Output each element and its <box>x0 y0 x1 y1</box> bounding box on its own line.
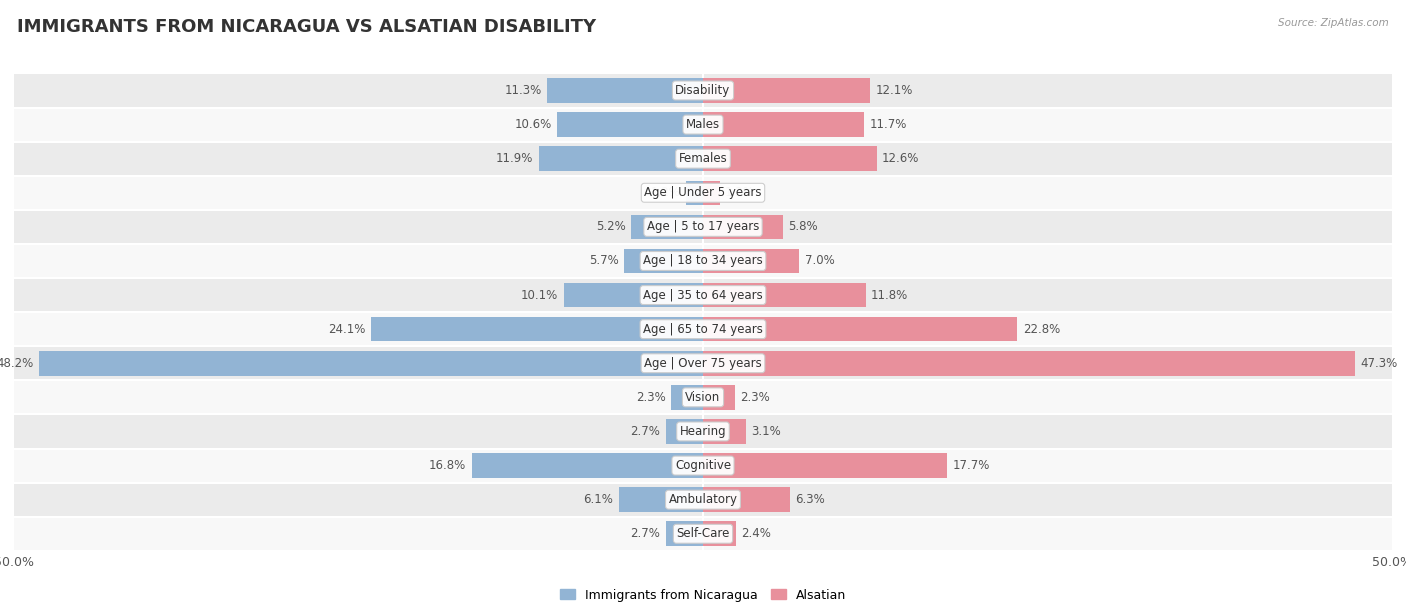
Bar <box>14 244 1392 278</box>
Text: Age | 5 to 17 years: Age | 5 to 17 years <box>647 220 759 233</box>
Text: 3.1%: 3.1% <box>751 425 780 438</box>
Bar <box>14 517 1392 551</box>
Bar <box>471 453 703 478</box>
Text: Ambulatory: Ambulatory <box>668 493 738 506</box>
Text: 1.2%: 1.2% <box>725 186 755 200</box>
Text: 7.0%: 7.0% <box>806 255 835 267</box>
Bar <box>666 521 703 546</box>
Bar <box>14 73 1392 108</box>
Bar <box>14 278 1392 312</box>
Text: 2.3%: 2.3% <box>740 391 770 404</box>
Bar <box>703 146 876 171</box>
Bar <box>703 78 870 103</box>
Text: Cognitive: Cognitive <box>675 459 731 472</box>
Bar <box>703 248 800 273</box>
Bar <box>703 487 790 512</box>
Text: Vision: Vision <box>685 391 721 404</box>
Text: 6.1%: 6.1% <box>583 493 613 506</box>
Bar <box>703 453 946 478</box>
Text: 24.1%: 24.1% <box>328 323 366 335</box>
Text: 5.8%: 5.8% <box>789 220 818 233</box>
Text: IMMIGRANTS FROM NICARAGUA VS ALSATIAN DISABILITY: IMMIGRANTS FROM NICARAGUA VS ALSATIAN DI… <box>17 18 596 36</box>
Text: 10.1%: 10.1% <box>522 289 558 302</box>
Bar <box>14 483 1392 517</box>
Bar <box>14 414 1392 449</box>
Bar <box>14 380 1392 414</box>
Text: Hearing: Hearing <box>679 425 727 438</box>
Text: 11.9%: 11.9% <box>496 152 533 165</box>
Bar <box>666 419 703 444</box>
Bar <box>671 385 703 409</box>
Text: 48.2%: 48.2% <box>0 357 34 370</box>
Bar <box>703 351 1355 376</box>
Text: Males: Males <box>686 118 720 131</box>
Bar <box>14 449 1392 483</box>
Bar <box>703 215 783 239</box>
Text: 47.3%: 47.3% <box>1360 357 1398 370</box>
Text: 17.7%: 17.7% <box>952 459 990 472</box>
Text: 12.1%: 12.1% <box>875 84 912 97</box>
Text: Age | Over 75 years: Age | Over 75 years <box>644 357 762 370</box>
Legend: Immigrants from Nicaragua, Alsatian: Immigrants from Nicaragua, Alsatian <box>555 584 851 606</box>
Text: 10.6%: 10.6% <box>515 118 551 131</box>
Text: Self-Care: Self-Care <box>676 528 730 540</box>
Bar <box>14 346 1392 380</box>
Text: Age | 35 to 64 years: Age | 35 to 64 years <box>643 289 763 302</box>
Bar <box>14 312 1392 346</box>
Text: 11.8%: 11.8% <box>872 289 908 302</box>
Bar <box>703 113 865 137</box>
Bar <box>564 283 703 307</box>
Bar <box>14 176 1392 210</box>
Bar <box>538 146 703 171</box>
Bar <box>703 283 866 307</box>
Text: 6.3%: 6.3% <box>796 493 825 506</box>
Text: Age | Under 5 years: Age | Under 5 years <box>644 186 762 200</box>
Bar <box>686 181 703 205</box>
Bar <box>624 248 703 273</box>
Text: 2.4%: 2.4% <box>741 528 772 540</box>
Text: 5.2%: 5.2% <box>596 220 626 233</box>
Bar <box>14 141 1392 176</box>
Bar <box>703 385 735 409</box>
Text: 2.3%: 2.3% <box>636 391 666 404</box>
Bar <box>371 317 703 341</box>
Bar <box>703 181 720 205</box>
Text: 16.8%: 16.8% <box>429 459 465 472</box>
Bar <box>39 351 703 376</box>
Bar <box>14 210 1392 244</box>
Bar <box>703 419 745 444</box>
Text: Age | 18 to 34 years: Age | 18 to 34 years <box>643 255 763 267</box>
Bar <box>631 215 703 239</box>
Bar <box>547 78 703 103</box>
Text: Age | 65 to 74 years: Age | 65 to 74 years <box>643 323 763 335</box>
Text: 2.7%: 2.7% <box>630 425 661 438</box>
Text: 2.7%: 2.7% <box>630 528 661 540</box>
Text: 22.8%: 22.8% <box>1022 323 1060 335</box>
Text: 11.3%: 11.3% <box>505 84 541 97</box>
Bar <box>619 487 703 512</box>
Text: 11.7%: 11.7% <box>870 118 907 131</box>
Text: Source: ZipAtlas.com: Source: ZipAtlas.com <box>1278 18 1389 28</box>
Text: Females: Females <box>679 152 727 165</box>
Bar <box>703 317 1017 341</box>
Bar <box>14 108 1392 141</box>
Text: Disability: Disability <box>675 84 731 97</box>
Text: 5.7%: 5.7% <box>589 255 619 267</box>
Bar <box>557 113 703 137</box>
Bar <box>703 521 737 546</box>
Text: 1.2%: 1.2% <box>651 186 681 200</box>
Text: 12.6%: 12.6% <box>882 152 920 165</box>
